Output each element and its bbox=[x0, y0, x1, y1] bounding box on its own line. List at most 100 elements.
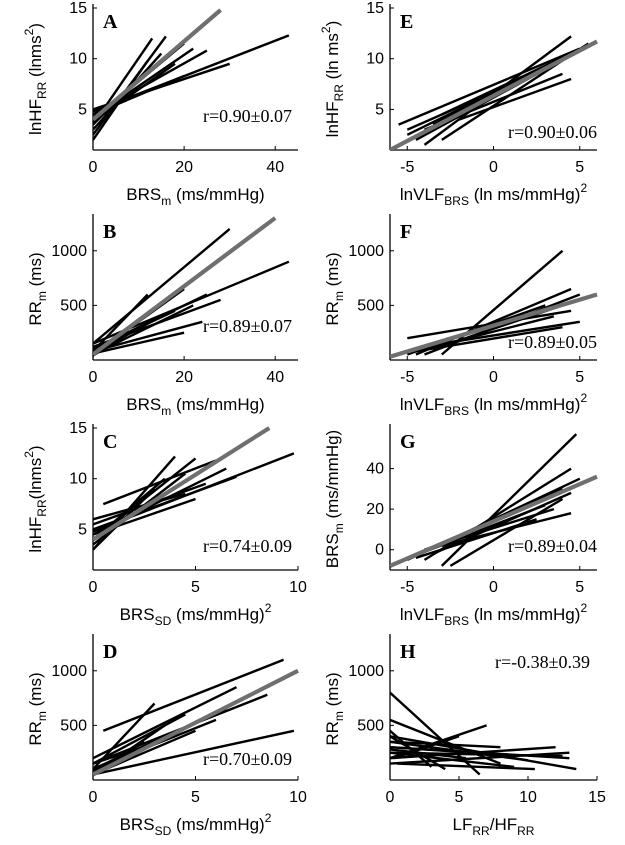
subject-regression-line bbox=[390, 746, 473, 754]
panel-letter: E bbox=[400, 11, 413, 33]
x-tick-label: 20 bbox=[175, 369, 193, 386]
y-tick-label: 0 bbox=[375, 542, 384, 559]
x-tick-label: 5 bbox=[575, 369, 584, 386]
panel-letter: G bbox=[400, 431, 416, 453]
subject-regression-line bbox=[449, 497, 564, 567]
series-group bbox=[93, 8, 290, 141]
series-group bbox=[93, 658, 299, 777]
group-regression-line bbox=[390, 39, 598, 150]
subject-regression-line bbox=[441, 320, 580, 345]
subject-regression-line bbox=[432, 491, 572, 555]
x-tick-label: 0 bbox=[489, 159, 498, 176]
group-regression-line bbox=[93, 216, 277, 357]
y-axis-label: RRm (ms) bbox=[26, 252, 49, 325]
x-axis-label: lnVLFBRS (ln ms/mmHg)2 bbox=[400, 181, 588, 208]
x-tick-label: 0 bbox=[386, 789, 395, 806]
subject-regression-line bbox=[93, 492, 186, 521]
y-tick-label: 40 bbox=[366, 461, 384, 478]
series-group bbox=[390, 433, 598, 568]
x-tick-label: -5 bbox=[400, 159, 414, 176]
group-regression-line bbox=[390, 474, 598, 568]
x-axis-label: lnVLFBRS (ln ms/mmHg)2 bbox=[400, 601, 588, 628]
y-tick-label: 500 bbox=[60, 717, 87, 734]
y-tick-label: 500 bbox=[60, 297, 87, 314]
x-tick-label: 40 bbox=[266, 369, 284, 386]
y-axis-label: RRm (ms) bbox=[323, 672, 346, 745]
x-tick-label: 15 bbox=[588, 789, 606, 806]
y-tick-label: 15 bbox=[69, 0, 87, 17]
correlation-annotation: r=0.89±0.05 bbox=[508, 332, 597, 352]
y-axis-label: RRm (ms) bbox=[26, 672, 49, 745]
subject-regression-line bbox=[93, 293, 149, 353]
subject-regression-line bbox=[396, 762, 535, 771]
panel-letter: C bbox=[103, 431, 117, 453]
x-tick-label: 0 bbox=[89, 789, 98, 806]
series-group bbox=[390, 249, 598, 359]
group-regression-line bbox=[93, 8, 222, 122]
y-tick-label: 1000 bbox=[348, 663, 384, 680]
x-tick-label: 5 bbox=[455, 789, 464, 806]
x-axis-label: LFRR/HFRR bbox=[453, 815, 535, 838]
x-tick-label: -5 bbox=[400, 579, 414, 596]
x-tick-label: 0 bbox=[489, 369, 498, 386]
correlation-annotation: r=0.70±0.09 bbox=[203, 749, 292, 769]
correlation-annotation: r=-0.38±0.39 bbox=[495, 652, 590, 672]
correlation-annotation: r=0.74±0.09 bbox=[203, 536, 292, 556]
panel-e: 5 10 15 -5 0 5 Er=0.90±0.06 lnVLFBRS (ln ms/mmH… bbox=[319, 0, 598, 208]
subject-regression-line bbox=[93, 331, 185, 355]
series-group bbox=[390, 35, 598, 150]
y-tick-label: 1000 bbox=[51, 243, 87, 260]
group-regression-line bbox=[93, 426, 271, 542]
panel-f: 500 1000 -5 0 5 Fr=0.89±0.05 lnVLFBRS (ln ms/m… bbox=[323, 214, 598, 418]
panel-letter: H bbox=[400, 641, 416, 663]
panel-b: 500 1000 0 20 40 Br=0.89±0.07 BRSm (ms/mmHg) RR… bbox=[26, 214, 298, 418]
panel-a: 5 10 15 0 20 40 Ar=0.90±0.07 BRSm (ms/mmHg) lnHF… bbox=[22, 0, 298, 208]
x-tick-label: 5 bbox=[575, 579, 584, 596]
panel-g: 0 20 40 -5 0 5 Gr=0.89±0.04 lnVLFBRS (ln ms/mmH… bbox=[323, 424, 598, 628]
subject-regression-line bbox=[415, 518, 537, 559]
x-axis-label: lnVLFBRS (ln ms/mmHg)2 bbox=[400, 391, 588, 418]
y-tick-label: 5 bbox=[78, 521, 87, 538]
y-tick-label: 20 bbox=[366, 501, 384, 518]
y-tick-label: 500 bbox=[357, 297, 384, 314]
x-tick-label: 0 bbox=[489, 579, 498, 596]
y-axis-label: lnHFRR (ln ms2) bbox=[319, 21, 346, 138]
panel-h: 500 1000 0 5 10 15 H r=-0.38±0.39 LFRR/HFRR RRm (… bbox=[323, 634, 606, 838]
subject-regression-line bbox=[390, 748, 467, 760]
series-group bbox=[93, 216, 290, 357]
subject-regression-line bbox=[93, 713, 186, 765]
subject-regression-line bbox=[440, 433, 578, 567]
correlation-annotation: r=0.89±0.04 bbox=[508, 536, 597, 556]
y-tick-label: 1000 bbox=[51, 663, 87, 680]
x-tick-label: 5 bbox=[575, 159, 584, 176]
x-tick-label: 10 bbox=[289, 579, 307, 596]
group-regression-line bbox=[390, 292, 598, 359]
subject-regression-line bbox=[93, 729, 295, 776]
y-tick-label: 10 bbox=[69, 51, 87, 68]
y-axis-label: BRSm (ms/mmHg) bbox=[323, 430, 346, 568]
y-tick-label: 15 bbox=[366, 0, 384, 17]
subject-regression-line bbox=[93, 686, 238, 760]
panel-d: 500 1000 0 5 10 Dr=0.70±0.09 BRSSD (ms/mmHg)2 R… bbox=[26, 634, 307, 838]
series-group bbox=[93, 426, 295, 551]
panel-c: 5 10 15 0 5 10 Cr=0.74±0.09 BRSSD (ms/mmHg)2 lnH… bbox=[22, 420, 307, 628]
y-tick-label: 1000 bbox=[348, 243, 384, 260]
subject-regression-line bbox=[458, 77, 572, 121]
subject-regression-line bbox=[441, 52, 572, 116]
x-axis-label: BRSm (ms/mmHg) bbox=[126, 185, 264, 208]
x-tick-label: 10 bbox=[519, 789, 537, 806]
subject-regression-line bbox=[93, 320, 203, 353]
y-tick-label: 5 bbox=[78, 101, 87, 118]
x-axis-label: BRSSD (ms/mmHg)2 bbox=[120, 601, 272, 628]
group-regression-line bbox=[93, 668, 299, 777]
series-group bbox=[390, 691, 577, 776]
y-axis-label: lnHFRR (lnms2) bbox=[22, 23, 49, 135]
correlation-annotation: r=0.90±0.06 bbox=[508, 122, 597, 142]
subject-regression-line bbox=[398, 47, 581, 126]
x-tick-label: 10 bbox=[289, 789, 307, 806]
y-tick-label: 500 bbox=[357, 717, 384, 734]
y-tick-label: 5 bbox=[375, 101, 384, 118]
y-tick-label: 15 bbox=[69, 420, 87, 437]
x-tick-label: 0 bbox=[89, 579, 98, 596]
